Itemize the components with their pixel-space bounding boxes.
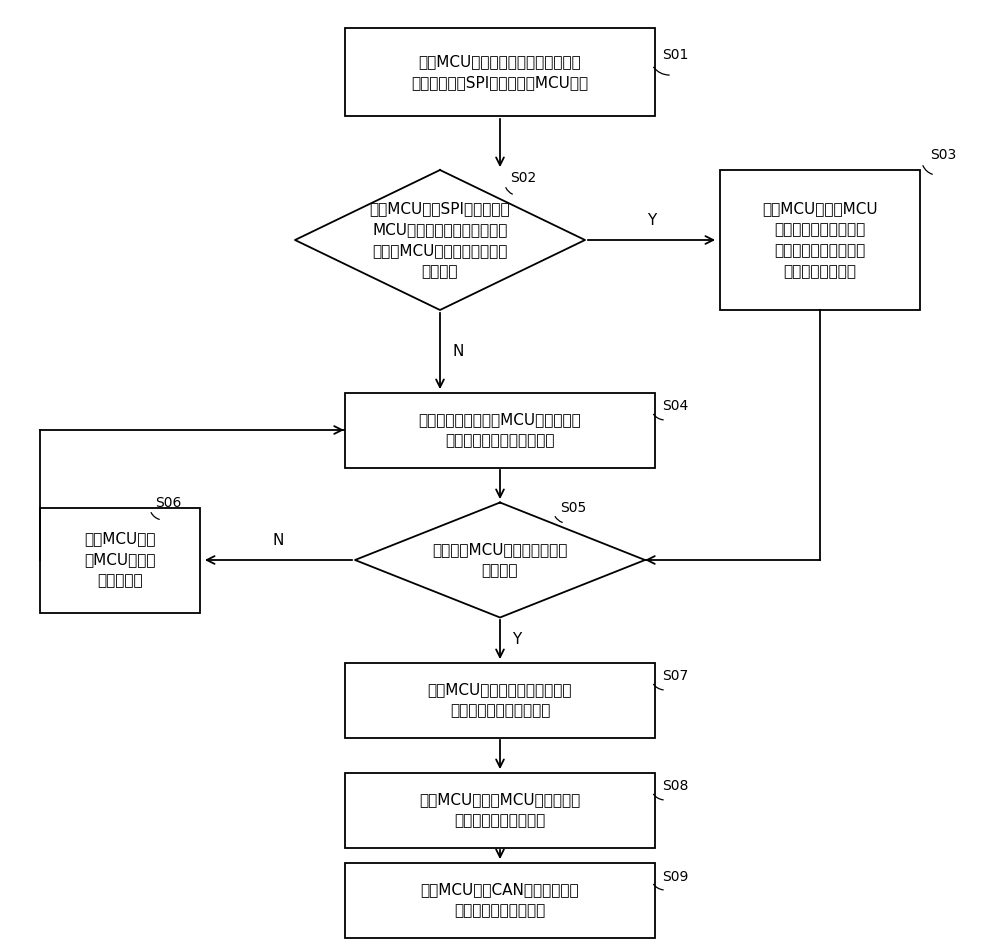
Text: Y: Y xyxy=(647,213,656,228)
Text: S05: S05 xyxy=(560,501,586,515)
Text: 主控MCU启动后进行系统的初始化操
作，开始通过SPI总线与监控MCU通讯: 主控MCU启动后进行系统的初始化操 作，开始通过SPI总线与监控MCU通讯 xyxy=(411,54,589,90)
Text: S09: S09 xyxy=(662,870,688,884)
Text: N: N xyxy=(452,344,463,359)
Bar xyxy=(345,863,655,937)
Text: 主控MCU向监控MCU定时发送心
跳数据及备份关键参数: 主控MCU向监控MCU定时发送心 跳数据及备份关键参数 xyxy=(419,792,581,828)
Text: 主控MCU通过SPI总线向监控
MCU发送启动状态请求，并判
断主控MCU收到的信息是否是
异常恢复: 主控MCU通过SPI总线向监控 MCU发送启动状态请求，并判 断主控MCU收到的… xyxy=(370,201,510,279)
Bar xyxy=(345,772,655,848)
Text: 主控MCU根据信号灯控制方案对
信号灯显示模块进行控制: 主控MCU根据信号灯控制方案对 信号灯显示模块进行控制 xyxy=(428,682,572,718)
Bar xyxy=(720,170,920,310)
Bar xyxy=(345,393,655,467)
Bar xyxy=(40,508,200,613)
Text: S08: S08 xyxy=(662,779,688,793)
Text: 主控MCU通过CAN总线实现与信
号灯管理主机进行交互: 主控MCU通过CAN总线实现与信 号灯管理主机进行交互 xyxy=(421,882,579,918)
Text: 进入红灯状态，主控MCU向信号灯管
理主机请求信号灯控制方案: 进入红灯状态，主控MCU向信号灯管 理主机请求信号灯控制方案 xyxy=(419,412,581,448)
Text: 判断主控MCU是否收到信号灯
控制方案: 判断主控MCU是否收到信号灯 控制方案 xyxy=(432,542,568,578)
Text: N: N xyxy=(273,533,284,548)
Text: 主控MCU向监控MCU
请求运行关键参数，并
根据运行关键参数还原
成信号灯控制方案: 主控MCU向监控MCU 请求运行关键参数，并 根据运行关键参数还原 成信号灯控制… xyxy=(762,201,878,279)
Bar xyxy=(345,663,655,737)
Text: S07: S07 xyxy=(662,669,688,683)
Text: S06: S06 xyxy=(155,496,181,510)
Text: S01: S01 xyxy=(662,48,688,62)
Text: S02: S02 xyxy=(510,171,536,185)
Text: 主控MCU向监
控MCU定时发
送心跳数据: 主控MCU向监 控MCU定时发 送心跳数据 xyxy=(84,531,156,588)
Text: Y: Y xyxy=(512,632,521,647)
Text: S04: S04 xyxy=(662,399,688,413)
Bar xyxy=(345,28,655,116)
Text: S03: S03 xyxy=(930,148,956,162)
